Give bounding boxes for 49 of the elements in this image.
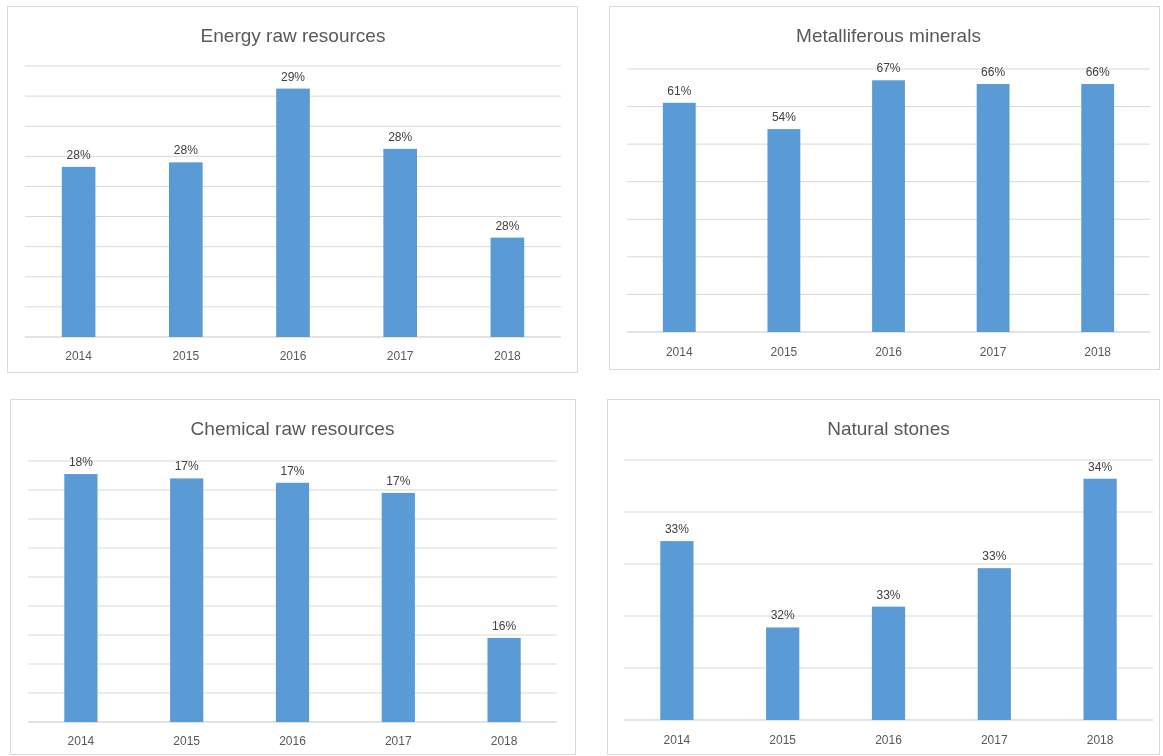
x-tick-label: 2017	[384, 734, 412, 748]
data-label: 29%	[280, 69, 306, 84]
data-label: 28%	[388, 129, 413, 144]
data-label: 18%	[68, 455, 94, 470]
x-tick-label: 2018	[490, 734, 518, 748]
bar	[872, 80, 905, 332]
x-tick-label: 2018	[1084, 345, 1112, 359]
x-tick-label: 2017	[979, 345, 1007, 359]
data-label: 17%	[386, 473, 411, 488]
data-label: 61%	[667, 83, 692, 98]
data-label: 32%	[770, 608, 796, 623]
data-label: 66%	[1085, 65, 1111, 80]
data-label: 66%	[981, 65, 1006, 80]
chart-title: Chemical raw resources	[190, 417, 395, 439]
x-tick-label: 2016	[875, 345, 903, 359]
chart-title: Energy raw resources	[200, 24, 386, 46]
bar	[976, 84, 1010, 332]
data-label: 28%	[66, 147, 91, 162]
x-tick-label: 2016	[279, 349, 307, 363]
x-tick-label: 2015	[769, 733, 797, 747]
data-label: 28%	[173, 143, 199, 158]
x-tick-label: 2017	[980, 733, 1008, 747]
data-label: 16%	[492, 618, 517, 633]
x-tick-label: 2014	[663, 733, 691, 747]
x-tick-label: 2016	[279, 734, 307, 748]
chart-title: Metalliferous minerals	[796, 24, 981, 46]
x-tick-label: 2014	[67, 734, 95, 748]
x-tick-label: 2018	[494, 349, 522, 363]
x-tick-label: 2018	[1086, 733, 1114, 747]
bar	[1081, 84, 1115, 332]
x-tick-label: 2015	[172, 349, 200, 363]
data-label: 33%	[982, 549, 1007, 564]
chart-title: Natural stones	[827, 417, 950, 439]
data-label: 28%	[495, 218, 520, 233]
data-label: 33%	[876, 587, 901, 602]
bar	[662, 102, 696, 332]
data-label: 54%	[771, 110, 797, 125]
data-label: 17%	[280, 463, 305, 478]
data-label: 67%	[876, 61, 901, 76]
x-tick-label: 2015	[173, 734, 201, 748]
bar	[767, 129, 801, 332]
x-tick-label: 2016	[875, 733, 903, 747]
data-label: 34%	[1088, 459, 1113, 474]
x-tick-label: 2015	[770, 345, 798, 359]
x-tick-label: 2014	[65, 349, 93, 363]
x-tick-label: 2017	[386, 349, 414, 363]
x-tick-label: 2014	[665, 345, 693, 359]
data-label: 17%	[174, 459, 200, 474]
data-label: 33%	[664, 522, 690, 537]
